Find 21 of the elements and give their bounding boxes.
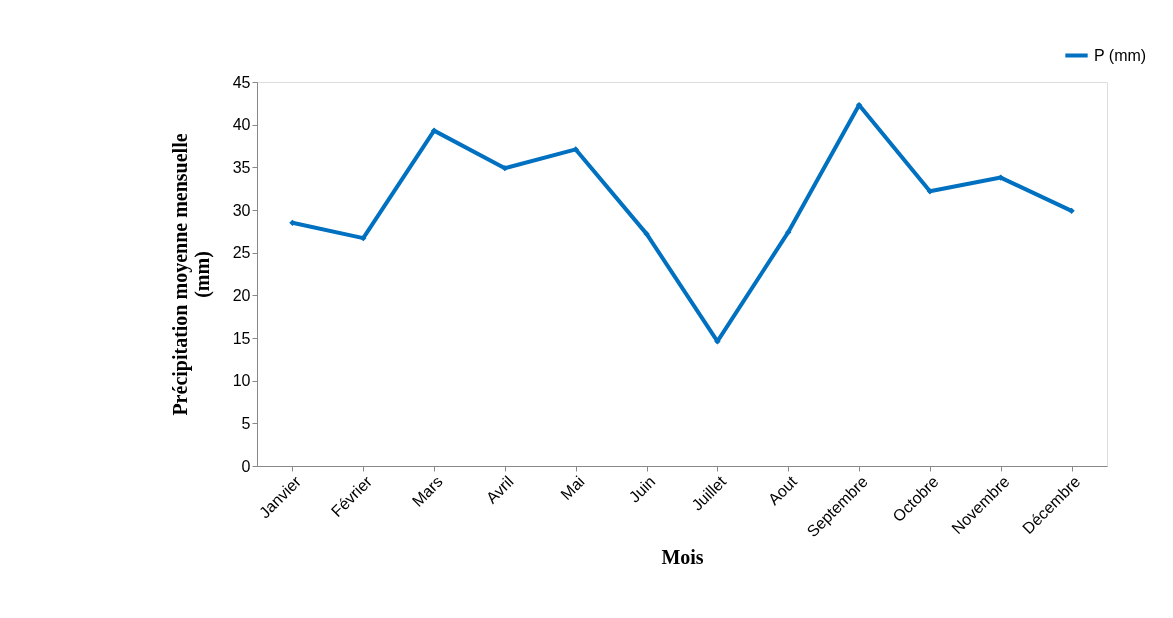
point [785,229,792,236]
y-tick-label: 10 [232,372,251,390]
y-tick-label: 40 [232,116,251,134]
x-tick-label: Juin [625,472,659,506]
y-tick-label: 0 [241,457,251,475]
y-tick-label: 20 [232,286,251,304]
point [360,235,367,242]
x-tick-label: Mai [557,472,588,504]
point [1068,207,1075,215]
y-tick-label: 45 [232,73,251,91]
y-tick-label: 15 [232,329,251,347]
y-tick-label: 25 [232,244,251,262]
y-tick-label: 35 [232,158,251,176]
point [289,219,296,226]
y-tick-label: 30 [232,201,251,219]
y-axis-title: Précipitation moyenne mensuelle (mm) [168,133,214,416]
point [643,230,650,238]
point [430,127,438,134]
x-axis-title: Mois [661,546,704,569]
legend-label: P (mm) [1094,46,1147,64]
y-tick-label: 5 [241,414,251,432]
